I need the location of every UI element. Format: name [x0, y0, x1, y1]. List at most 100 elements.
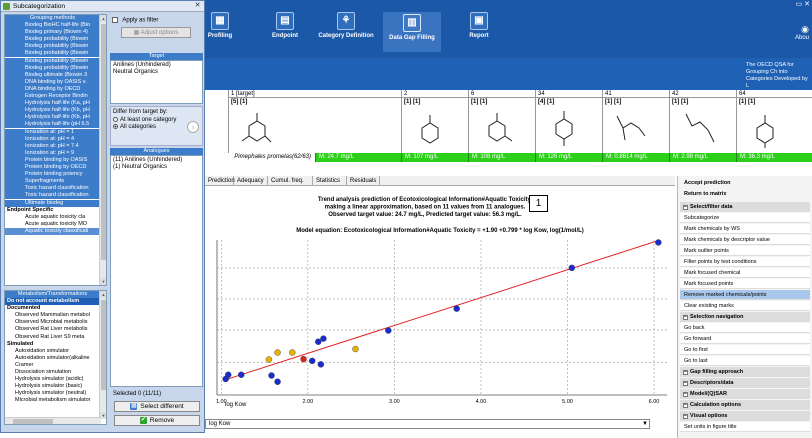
collapsed-section-header[interactable]: − Calculation options [680, 400, 810, 410]
tree-item[interactable]: Hydrolysis simulator (neutral) [15, 390, 87, 397]
endpoint-value-cell[interactable]: M: 24.7 mg/L [315, 153, 401, 162]
tree-item[interactable]: Acute aquatic toxicity MO [25, 220, 88, 227]
tree-item[interactable]: Biodeg ultimate (Biowin 3 [5, 71, 100, 79]
nav-endpoint-button[interactable]: ▤ Endpoint [268, 12, 302, 52]
navigation-action-item[interactable]: Go to first [680, 345, 810, 355]
endpoint-value-cell[interactable]: M: 0.8614 mg/L [602, 153, 669, 162]
endpoint-value-cell[interactable]: M: 107 mg/L [401, 153, 468, 162]
tree-item[interactable]: Autoxidation simulator(alkaline [15, 354, 90, 361]
tree-item[interactable]: Hydrolysis half-life (pH 6.5 [5, 121, 100, 129]
tree-bottom-scrollbar[interactable]: ▲ ▼ [99, 291, 106, 419]
tree-item[interactable]: Hydrolysis half-life (Kb, pH [5, 114, 100, 122]
navigation-action-item[interactable]: Go forward [680, 334, 810, 344]
data-point[interactable] [238, 371, 245, 378]
tree-item[interactable]: Autoxidation simulator [15, 347, 70, 354]
tree-item[interactable]: DNA binding by OECD [5, 85, 100, 93]
tree-item[interactable]: Observed Microbial metabolis [15, 319, 88, 326]
list-item[interactable]: (11) Anilines (Unhindered) [113, 157, 183, 163]
tree-item[interactable]: Dissociation simulation [15, 369, 71, 375]
scroll-thumb[interactable] [101, 300, 106, 390]
differ-option-all[interactable]: All categories [113, 124, 200, 130]
data-point[interactable] [317, 361, 325, 368]
tab-statistics[interactable]: Statistics [313, 176, 347, 186]
tree-item[interactable]: Hydrolysis half-life (Kb, pH [5, 107, 100, 115]
tree-group-header[interactable]: Documented [7, 305, 41, 312]
matrix-column[interactable]: 64 [1] [1] [736, 90, 812, 162]
collapsed-section-header[interactable]: − Model/(Q)SAR [680, 389, 810, 399]
tree-bottom-hscrollbar[interactable] [5, 417, 101, 424]
tree-item[interactable]: Observed Rat Liver metabolis [15, 326, 88, 333]
data-point[interactable] [308, 357, 316, 365]
matrix-column[interactable]: 6 [1] [1] [468, 90, 535, 162]
matrix-column[interactable]: 34 [4] [1] [535, 90, 602, 162]
tab-cumul-freq[interactable]: Cumul. freq. [268, 176, 313, 186]
filter-action-item[interactable]: Filter points by test conditions [680, 257, 810, 267]
matrix-column[interactable]: 1 [target] [5] [1] [228, 90, 401, 162]
filter-action-item[interactable]: Mark chemicals by WS [680, 224, 810, 234]
nav-data-gap-filling-button[interactable]: ▥ Data Gap Filling [383, 12, 441, 52]
navigation-action-item[interactable]: Go back [680, 323, 810, 333]
list-item[interactable]: Neutral Organics [113, 69, 159, 75]
accept-prediction-button[interactable]: Accept prediction [680, 178, 810, 188]
tree-item[interactable]: Estrogen Receptor Bindin [5, 93, 100, 101]
tree-item[interactable]: Biodeg probability (Biowin [5, 36, 100, 44]
tree-item[interactable]: Microbial metabolism simulator [15, 397, 91, 404]
data-point[interactable] [453, 305, 460, 312]
data-point[interactable] [315, 338, 322, 345]
about-button[interactable]: ◉ Abou [795, 24, 809, 41]
differ-option-one[interactable]: At least one category [113, 117, 200, 123]
tree-item[interactable]: Ultimate biodeg [5, 199, 100, 207]
tree-item[interactable]: Biodeg probability (Biowin [5, 64, 100, 72]
target-list[interactable]: Anilines (Unhindered) Neutral Organics [110, 60, 203, 104]
filter-action-item[interactable]: Remove marked chemicals/points [680, 290, 810, 300]
list-item[interactable]: Anilines (Unhindered) [113, 62, 171, 68]
tree-item[interactable]: Protein binding by OASIS [5, 156, 100, 164]
tree-item[interactable]: Observed Rat Liver S9 meta [15, 333, 85, 340]
navigation-action-item[interactable]: Go to last [680, 356, 810, 366]
tree-item[interactable]: Protein binding by OECD [5, 164, 100, 172]
data-point[interactable] [274, 378, 281, 385]
filter-action-item[interactable]: Mark focused chemical [680, 268, 810, 278]
collapsed-section-header[interactable]: − Descriptors/data [680, 378, 810, 388]
window-controls[interactable]: ▭ ✕ [795, 1, 810, 8]
adjust-options-button[interactable]: ▦ Adjust options [121, 27, 191, 38]
tab-residuals[interactable]: Residuals [347, 176, 380, 186]
data-point[interactable] [568, 264, 576, 272]
tree-item[interactable]: Superfragments [5, 178, 100, 186]
apply-filter-checkbox[interactable]: Apply as filter [112, 17, 158, 24]
tree-item[interactable]: Hydrolysis simulator (basic) [15, 383, 83, 390]
tree-group-header[interactable]: Endpoint Specific [7, 206, 54, 213]
tree-item[interactable]: Hydrolysis simulator (acidic) [15, 376, 84, 383]
select-filter-header[interactable]: − Select/filter data [680, 202, 810, 212]
tree-group-header[interactable]: Simulated [7, 340, 34, 347]
x-descriptor-select[interactable]: log Kow ▼ [205, 419, 650, 429]
tree-item[interactable]: Toxic hazard classification [5, 192, 100, 200]
scroll-up-icon[interactable]: ▲ [100, 291, 106, 298]
tree-item[interactable]: Biodeg probability (Biowin [5, 43, 100, 51]
filter-action-item[interactable]: Mark chemicals by descriptor value [680, 235, 810, 245]
filter-action-item[interactable]: Mark focused points [680, 279, 810, 289]
scroll-down-icon[interactable]: ▼ [100, 278, 106, 285]
tab-prediction[interactable]: Prediction [205, 176, 235, 186]
tree-item[interactable]: Ionization at: pH = 4 [5, 135, 100, 143]
data-point[interactable] [320, 335, 327, 342]
tree-item[interactable]: Ionization at: pH = 1 [5, 128, 100, 136]
tree-top-scrollbar[interactable]: ▲ ▼ [99, 15, 106, 285]
matrix-column[interactable]: 42 [1] [1] [669, 90, 736, 162]
data-point[interactable] [385, 327, 392, 334]
tree-item[interactable]: DNA binding by OASIS v. [5, 78, 100, 86]
tree-item[interactable]: Acute aquatic toxicity cla [25, 213, 86, 220]
nav-category-definition-button[interactable]: ⚘ Category Definition [314, 12, 378, 52]
tree-item[interactable]: Biodeg BioHC half-life (Bio [5, 22, 100, 30]
data-point[interactable] [352, 345, 359, 353]
data-point[interactable] [274, 349, 281, 356]
collapsed-section-header[interactable]: − Gap filling approach [680, 367, 810, 377]
tree-item[interactable]: Aquatic toxicity classificati [5, 227, 100, 235]
analogues-list[interactable]: (11) Anilines (Unhindered) (1) Neutral O… [110, 155, 203, 387]
filter-action-item[interactable]: Clear existing marks [680, 301, 810, 311]
data-point[interactable] [268, 372, 275, 379]
endpoint-value-cell[interactable]: M: 2.99 mg/L [669, 153, 736, 162]
remove-button[interactable]: ✔ Remove [114, 415, 200, 426]
matrix-column[interactable]: 2 [1] [1] [401, 90, 468, 162]
nav-report-button[interactable]: ▣ Report [464, 12, 494, 52]
